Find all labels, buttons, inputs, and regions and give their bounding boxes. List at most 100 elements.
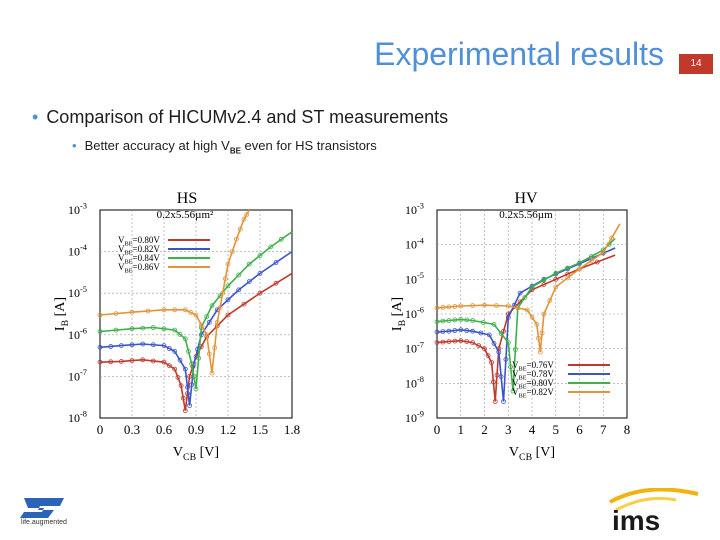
data-point <box>172 366 178 372</box>
data-point <box>180 395 186 401</box>
data-point <box>118 343 124 349</box>
data-point <box>189 382 195 388</box>
data-point <box>446 304 452 310</box>
data-point <box>490 379 496 385</box>
data-point <box>452 304 458 309</box>
data-point <box>225 297 231 303</box>
y-axis-label: IB [A] <box>390 297 408 331</box>
x-tick-label: 2 <box>481 422 488 437</box>
x-tick-label: 4 <box>529 422 536 437</box>
data-point <box>178 383 184 389</box>
data-point <box>161 343 167 349</box>
data-point <box>150 342 156 348</box>
legend-entry: VBE=0.78V <box>512 369 554 382</box>
x-axis-label: VCB [V] <box>173 445 219 463</box>
x-tick-label: 1.5 <box>252 422 268 437</box>
x-tick-label: 5 <box>553 422 560 437</box>
data-point <box>594 259 600 265</box>
data-point <box>446 339 452 345</box>
data-point <box>172 348 178 354</box>
chart-title: HV <box>514 190 538 207</box>
ims-logo-text: ims <box>612 505 660 534</box>
y-tick-label: 10-3 <box>68 202 87 217</box>
data-point <box>434 305 440 311</box>
data-point <box>491 340 497 346</box>
y-axis-label: IB [A] <box>53 297 71 331</box>
bullet-1-text: Comparison of HICUMv2.4 and ST measureme… <box>46 107 449 127</box>
data-point <box>182 366 188 372</box>
legend-entry: VBE=0.76V <box>512 360 554 373</box>
y-tick-label: 10-4 <box>405 236 425 251</box>
data-point <box>600 249 606 255</box>
data-point <box>244 212 250 218</box>
y-tick-label: 10-6 <box>68 326 87 341</box>
data-point <box>510 388 516 394</box>
data-point <box>493 303 499 309</box>
data-point <box>491 321 497 327</box>
data-point <box>186 348 191 354</box>
data-point <box>464 328 470 333</box>
legend-entry: VBE=0.82V <box>118 244 160 257</box>
data-point <box>446 328 452 334</box>
data-point <box>182 307 188 313</box>
data-point <box>113 327 119 333</box>
data-point <box>214 319 220 325</box>
data-point <box>204 314 210 320</box>
data-point <box>553 284 559 290</box>
data-point <box>206 319 212 325</box>
data-point <box>501 399 506 404</box>
x-tick-label: 8 <box>624 422 631 437</box>
series-line <box>436 247 616 402</box>
chart-1: HV 0.2x5.56µm <box>434 190 628 419</box>
data-point <box>234 236 239 242</box>
data-point <box>515 305 521 311</box>
data-point <box>536 335 541 341</box>
data-point <box>166 346 172 351</box>
y-tick-label: 10-6 <box>405 306 424 321</box>
bullet-2: • Better accuracy at high VBE even for HS… <box>72 138 377 156</box>
x-tick-label: 1.8 <box>284 422 300 437</box>
bullet-2-pre: Better accuracy at high V <box>84 138 230 153</box>
ims-logo-icon: ims <box>609 488 699 534</box>
legend-entry: VBE=0.80V <box>512 378 554 391</box>
data-point <box>257 270 263 276</box>
data-point <box>503 356 509 362</box>
data-point <box>129 326 135 332</box>
data-point <box>246 279 252 285</box>
data-point <box>553 270 559 276</box>
data-point <box>452 338 458 344</box>
bullet-dot: • <box>72 138 77 153</box>
data-point <box>486 332 492 338</box>
data-point <box>108 344 114 349</box>
data-point <box>522 295 528 300</box>
data-point <box>496 349 502 355</box>
data-point <box>196 355 202 361</box>
data-point <box>97 329 103 334</box>
data-point <box>198 322 204 328</box>
data-point <box>547 298 553 303</box>
data-point <box>446 318 452 323</box>
x-tick-label: 3 <box>505 422 512 437</box>
data-point <box>97 312 103 318</box>
data-point <box>206 351 212 357</box>
series-line <box>99 231 293 390</box>
data-point <box>237 226 243 232</box>
data-point <box>257 253 263 258</box>
data-point <box>161 307 167 313</box>
data-point <box>553 276 559 282</box>
st-logo-icon <box>20 498 64 518</box>
data-point <box>166 363 172 369</box>
data-point <box>498 331 504 336</box>
y-tick-label: 10-4 <box>68 243 88 258</box>
data-point <box>470 328 476 334</box>
legend-entry: VBE=0.84V <box>118 253 160 266</box>
data-point <box>482 346 487 352</box>
data-point <box>440 304 446 310</box>
data-point <box>482 302 487 308</box>
data-point <box>565 265 570 271</box>
data-point <box>464 317 470 323</box>
data-point <box>505 340 511 346</box>
data-point <box>209 370 215 376</box>
y-tick-label: 10-7 <box>68 368 87 383</box>
data-point <box>113 311 119 317</box>
